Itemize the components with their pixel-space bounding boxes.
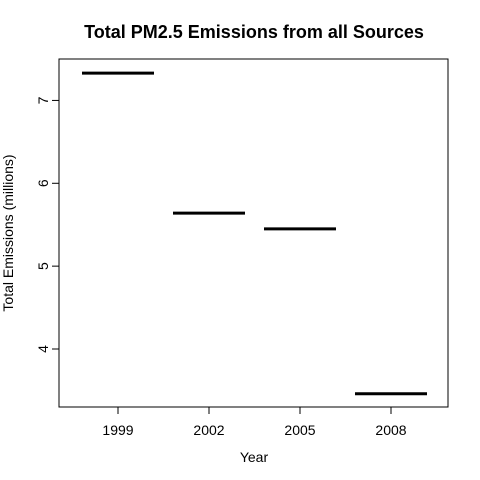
series: [82, 71, 427, 396]
y-tick-label: 5: [35, 262, 51, 270]
chart-title: Total PM2.5 Emissions from all Sources: [84, 22, 424, 42]
x-tick-label: 1999: [102, 422, 133, 438]
x-axis: 1999 2002 2005 2008: [102, 407, 407, 438]
y-tick-label: 4: [35, 345, 51, 353]
x-tick-label: 2005: [284, 422, 315, 438]
x-axis-label: Year: [240, 449, 269, 465]
y-tick-label: 7: [35, 96, 51, 104]
y-axis: 4 5 6 7: [35, 96, 59, 353]
y-axis-label: Total Emissions (millions): [0, 154, 16, 311]
x-tick-label: 2002: [193, 422, 224, 438]
x-tick-label: 2008: [375, 422, 406, 438]
y-tick-label: 6: [35, 179, 51, 187]
plot-frame: [58, 58, 449, 408]
